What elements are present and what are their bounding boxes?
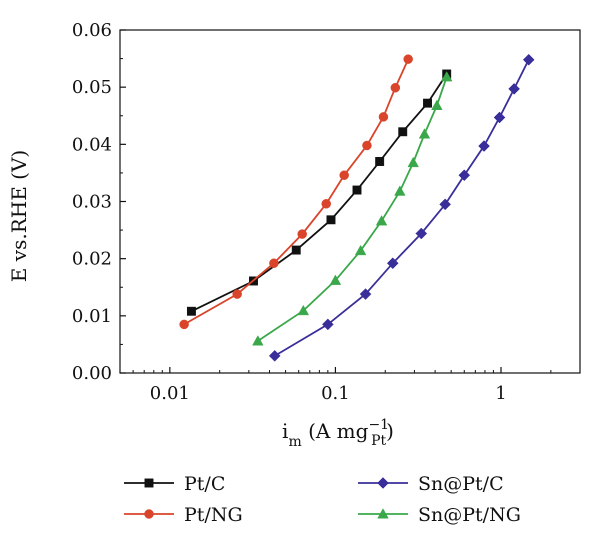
legend-label: Sn@Pt/NG bbox=[418, 504, 521, 526]
data-point-pt-c bbox=[291, 245, 301, 255]
legend-label: Pt/NG bbox=[184, 504, 243, 526]
data-point-sn-pt-c bbox=[458, 169, 471, 182]
data-point-pt-c bbox=[375, 157, 385, 166]
data-point-pt-ng bbox=[232, 289, 242, 299]
data-point-sn-pt-ng bbox=[354, 244, 367, 256]
data-point-sn-pt-c bbox=[415, 227, 428, 240]
data-point-pt-c bbox=[326, 215, 336, 225]
y-tick-label: 0.01 bbox=[72, 306, 112, 327]
data-point-sn-pt-ng bbox=[297, 304, 310, 316]
legend-label: Pt/C bbox=[184, 473, 225, 495]
y-tick-label: 0.03 bbox=[72, 192, 112, 213]
data-point-sn-pt-ng bbox=[394, 185, 406, 196]
y-axis: 0.00 0.01 0.02 0.03 0.04 0.05 0.06 bbox=[72, 20, 126, 384]
legend-item-pt-ng: Pt/NG bbox=[124, 504, 243, 526]
series-layer bbox=[179, 53, 535, 362]
legend-marker bbox=[144, 509, 154, 519]
data-point-sn-pt-c bbox=[522, 53, 535, 66]
data-point-sn-pt-c bbox=[268, 349, 281, 362]
legend-item-sn-pt-ng: Sn@Pt/NG bbox=[358, 504, 521, 526]
data-point-pt-ng bbox=[362, 140, 372, 151]
series-pt-ng bbox=[179, 54, 413, 330]
y-tick-label: 0.06 bbox=[72, 20, 112, 41]
data-point-pt-ng bbox=[390, 82, 401, 93]
data-point-pt-c bbox=[423, 98, 432, 108]
data-point-sn-pt-c bbox=[439, 198, 452, 211]
y-tick-label: 0.00 bbox=[72, 363, 112, 384]
data-point-sn-pt-c bbox=[508, 83, 520, 95]
legend: Pt/C Pt/NG Sn@Pt/C Sn@Pt/NG bbox=[124, 473, 521, 526]
data-point-sn-pt-ng bbox=[252, 335, 264, 346]
series-line-pt-ng bbox=[183, 58, 410, 326]
series-line-pt-c bbox=[191, 73, 448, 313]
data-point-pt-ng bbox=[339, 170, 349, 180]
x-axis: 0.01 0.1 1 bbox=[132, 367, 552, 404]
data-point-sn-pt-ng bbox=[418, 128, 431, 139]
data-point-pt-ng bbox=[403, 54, 413, 64]
data-point-pt-c bbox=[352, 185, 362, 195]
data-point-pt-ng bbox=[297, 229, 307, 239]
data-point-sn-pt-ng bbox=[375, 215, 388, 226]
y-tick-label: 0.02 bbox=[72, 249, 112, 270]
x-tick-label: 0.1 bbox=[321, 383, 350, 404]
series-sn-pt-ng bbox=[252, 71, 453, 346]
series-sn-pt-c bbox=[268, 53, 535, 362]
legend-label: Sn@Pt/C bbox=[418, 473, 504, 495]
data-point-sn-pt-c bbox=[386, 257, 399, 270]
data-point-sn-pt-c bbox=[493, 111, 506, 124]
data-point-sn-pt-ng bbox=[407, 156, 419, 168]
legend-marker bbox=[377, 508, 389, 519]
data-point-pt-ng bbox=[321, 199, 331, 209]
series-pt-c bbox=[186, 69, 452, 316]
data-point-sn-pt-ng bbox=[431, 99, 443, 110]
data-point-sn-pt-c bbox=[321, 318, 334, 331]
x-tick-label: 1 bbox=[495, 383, 506, 404]
legend-marker bbox=[144, 478, 154, 488]
data-point-pt-ng bbox=[179, 319, 189, 330]
legend-item-sn-pt-c: Sn@Pt/C bbox=[358, 473, 504, 495]
data-point-sn-pt-c bbox=[478, 140, 490, 152]
legend-item-pt-c: Pt/C bbox=[124, 473, 225, 495]
data-point-sn-pt-ng bbox=[440, 71, 453, 82]
data-point-sn-pt-ng bbox=[329, 274, 342, 285]
x-tick-label: 0.01 bbox=[150, 383, 190, 404]
y-tick-label: 0.05 bbox=[72, 77, 112, 98]
series-line-sn-pt-ng bbox=[257, 76, 448, 342]
y-axis-label: E vs.RHE (V) bbox=[7, 150, 31, 282]
x-axis-label: im (A mg−1 Pt) bbox=[282, 417, 394, 450]
data-point-pt-c bbox=[186, 306, 196, 316]
data-point-pt-c bbox=[398, 127, 408, 137]
series-line-sn-pt-c bbox=[274, 59, 530, 357]
data-point-pt-ng bbox=[378, 112, 389, 122]
data-point-pt-ng bbox=[269, 258, 279, 268]
y-tick-label: 0.04 bbox=[72, 134, 112, 155]
legend-marker bbox=[377, 477, 389, 489]
data-point-sn-pt-c bbox=[359, 288, 372, 300]
